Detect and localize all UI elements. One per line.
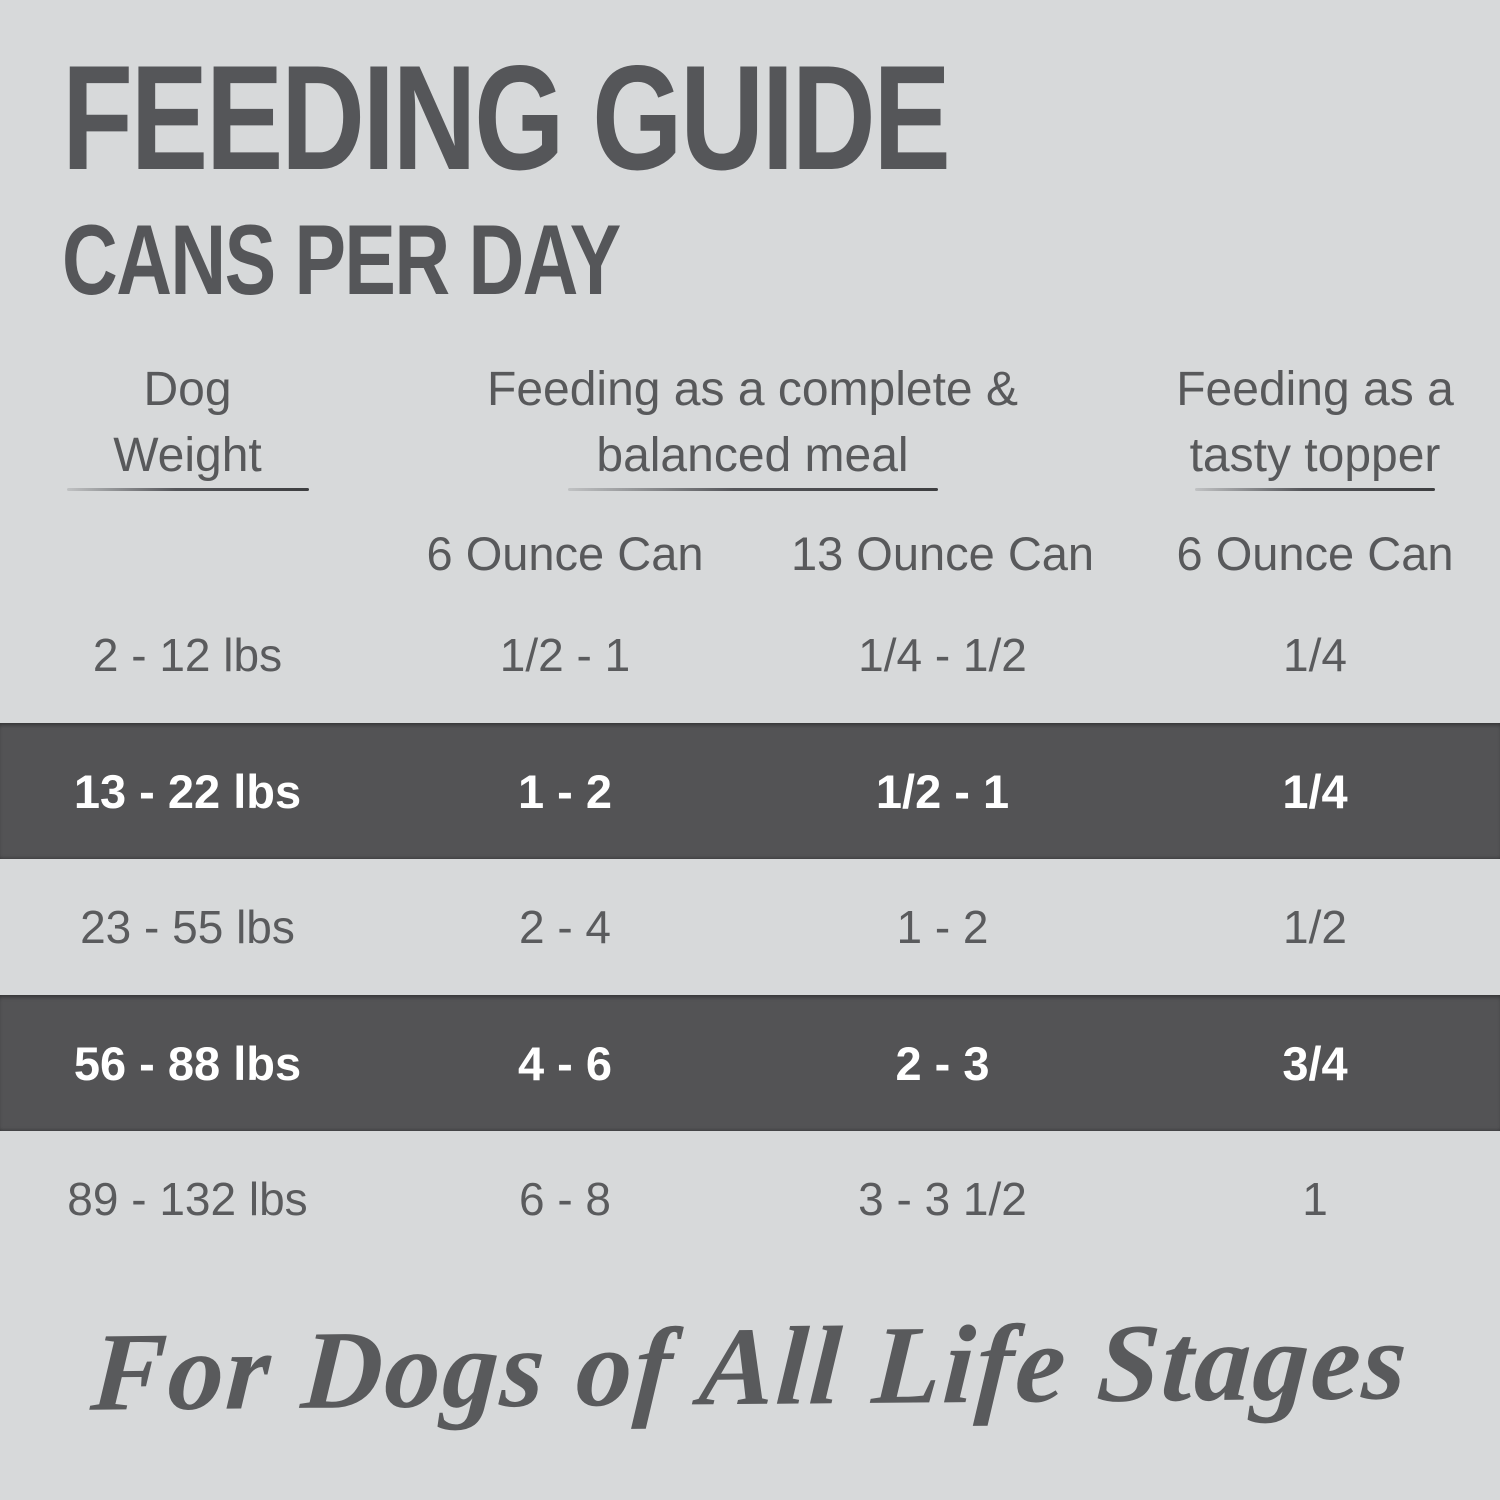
header-complete-meal-label: Feeding as a complete & balanced meal: [487, 363, 1018, 482]
header-tasty-topper: Feeding as a tasty topper: [1130, 357, 1500, 492]
subheader-meal-13oz: 13 Ounce Can: [790, 527, 1095, 581]
meal-6oz-cell: 2 - 4: [518, 901, 612, 954]
page-title: FEEDING GUIDE: [62, 34, 951, 201]
tagline: For Dogs of All Life Stages: [87, 1299, 1413, 1436]
header-underline: [66, 488, 309, 492]
header-dog-weight-label: Dog Weight: [113, 363, 262, 482]
meal-13oz-cell: 2 - 3: [895, 1036, 990, 1090]
header-dog-weight: Dog Weight: [0, 357, 375, 492]
topper-6oz-cell: 1/4: [1282, 764, 1348, 818]
meal-6oz-cell: 1 - 2: [517, 764, 613, 818]
table-row: 89 - 132 lbs 6 - 8 3 - 3 1/2 1: [0, 1131, 1500, 1267]
topper-6oz-cell: 1/4: [1283, 629, 1347, 682]
meal-6oz-cell: 1/2 - 1: [499, 629, 631, 682]
meal-6oz-cell: 4 - 6: [517, 1036, 613, 1090]
table-row: 2 - 12 lbs 1/2 - 1 1/4 - 1/2 1/4: [0, 587, 1500, 723]
table-header-row: Dog Weight Feeding as a complete & balan…: [0, 357, 1500, 492]
table-subheader-row: 6 Ounce Can 13 Ounce Can 6 Ounce Can: [0, 491, 1500, 587]
table-row-highlighted: 13 - 22 lbs 1 - 2 1/2 - 1 1/4: [0, 723, 1500, 860]
topper-6oz-cell: 1: [1302, 1173, 1328, 1226]
topper-6oz-cell: 3/4: [1282, 1036, 1348, 1090]
weight-cell: 2 - 12 lbs: [92, 629, 283, 682]
header-complete-meal: Feeding as a complete & balanced meal: [375, 357, 1130, 492]
meal-13oz-cell: 1/2 - 1: [875, 764, 1010, 818]
header-underline: [1195, 488, 1435, 492]
meal-13oz-cell: 1 - 2: [896, 901, 989, 954]
table-row: 23 - 55 lbs 2 - 4 1 - 2 1/2: [0, 859, 1500, 995]
weight-cell: 56 - 88 lbs: [73, 1036, 302, 1090]
topper-6oz-cell: 1/2: [1283, 901, 1347, 954]
page-subtitle: CANS PER DAY: [62, 204, 621, 316]
title-block: FEEDING GUIDE CANS PER DAY: [0, 0, 1500, 309]
subheader-meal-6oz: 6 Ounce Can: [426, 527, 704, 581]
weight-cell: 23 - 55 lbs: [80, 901, 295, 954]
meal-13oz-cell: 1/4 - 1/2: [858, 629, 1027, 682]
header-tasty-topper-label: Feeding as a tasty topper: [1176, 363, 1454, 482]
subheader-topper-6oz: 6 Ounce Can: [1176, 527, 1454, 581]
weight-cell: 89 - 132 lbs: [67, 1173, 308, 1226]
footer: For Dogs of All Life Stages: [0, 1300, 1500, 1435]
table-row-highlighted: 56 - 88 lbs 4 - 6 2 - 3 3/4: [0, 995, 1500, 1132]
feeding-table: Dog Weight Feeding as a complete & balan…: [0, 357, 1500, 1267]
subheader-empty: [0, 581, 375, 587]
meal-6oz-cell: 6 - 8: [518, 1173, 612, 1226]
weight-cell: 13 - 22 lbs: [73, 764, 302, 818]
meal-13oz-cell: 3 - 3 1/2: [858, 1173, 1027, 1226]
header-underline: [567, 488, 938, 492]
